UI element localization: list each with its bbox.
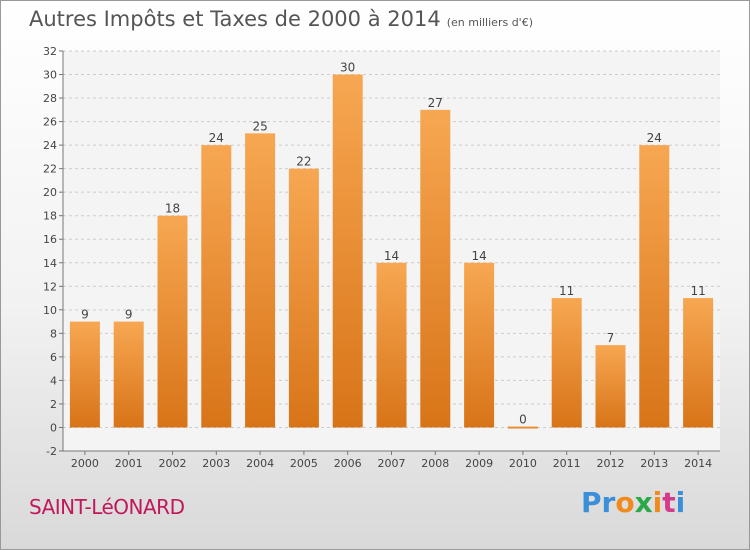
y-tick-label: 26: [43, 116, 57, 129]
y-tick-label: 32: [43, 45, 57, 58]
x-tick-label: 2003: [202, 457, 230, 470]
x-tick-label: 2006: [334, 457, 362, 470]
data-label: 14: [471, 249, 486, 263]
y-tick-label: 4: [50, 374, 57, 387]
place-name: SAINT-LéONARD: [29, 495, 185, 519]
y-tick-label: 12: [43, 280, 57, 293]
data-label: 24: [209, 131, 224, 145]
y-tick-label: 8: [50, 327, 57, 340]
data-label: 25: [252, 119, 267, 133]
y-tick-label: 22: [43, 163, 57, 176]
data-label: 14: [384, 249, 399, 263]
y-tick-label: -2: [46, 445, 57, 458]
x-tick-label: 2002: [159, 457, 187, 470]
x-tick-label: 2004: [246, 457, 274, 470]
chart-title-unit: (en milliers d'€): [446, 16, 533, 29]
logo-letter: P: [581, 486, 602, 519]
data-label: 11: [559, 284, 574, 298]
y-tick-label: 2: [50, 398, 57, 411]
bar: [639, 145, 670, 428]
data-label: 30: [340, 61, 355, 75]
x-tick-label: 2014: [684, 457, 712, 470]
bar: [245, 133, 276, 428]
data-label: 18: [165, 202, 180, 216]
data-label: 9: [81, 308, 89, 322]
bar: [113, 321, 144, 428]
y-tick-label: 6: [50, 351, 57, 364]
bar: [332, 74, 363, 428]
y-tick-label: 18: [43, 210, 57, 223]
proxiti-logo: Proxiti: [581, 486, 685, 519]
x-tick-label: 2007: [378, 457, 406, 470]
logo-letter: i: [652, 486, 663, 519]
bar: [376, 262, 407, 428]
y-tick-label: 16: [43, 233, 57, 246]
bar: [464, 262, 495, 428]
x-tick-label: 2009: [465, 457, 493, 470]
data-label: 22: [296, 155, 311, 169]
bar: [683, 298, 714, 428]
x-tick-label: 2012: [597, 457, 625, 470]
bar: [69, 321, 100, 428]
data-label: 27: [428, 96, 443, 110]
data-label: 24: [647, 131, 662, 145]
x-tick-label: 2000: [71, 457, 99, 470]
logo-letter: r: [601, 486, 616, 519]
data-label: 11: [690, 284, 705, 298]
chart-title: Autres Impôts et Taxes de 2000 à 2014 (en…: [29, 7, 533, 31]
bar: [420, 109, 451, 428]
x-tick-label: 2010: [509, 457, 537, 470]
y-tick-label: 30: [43, 69, 57, 82]
bar: [288, 168, 319, 428]
bar: [595, 345, 626, 428]
logo-letter: i: [675, 486, 686, 519]
x-tick-label: 2011: [553, 457, 581, 470]
y-tick-label: 14: [43, 257, 57, 270]
chart-title-text: Autres Impôts et Taxes de 2000 à 2014: [29, 7, 441, 31]
y-tick-label: 24: [43, 139, 57, 152]
data-label: 0: [519, 412, 527, 426]
x-tick-label: 2001: [115, 457, 143, 470]
logo-letter: x: [634, 486, 653, 519]
logo-letter: t: [662, 486, 676, 519]
y-tick-label: 0: [50, 421, 57, 434]
x-tick-label: 2005: [290, 457, 318, 470]
logo-letter: o: [615, 486, 635, 519]
bar: [157, 215, 188, 428]
data-label: 7: [607, 331, 615, 345]
bar: [507, 426, 538, 429]
bar: [551, 298, 582, 428]
y-tick-label: 28: [43, 92, 57, 105]
bar: [201, 145, 232, 428]
x-tick-label: 2013: [640, 457, 668, 470]
y-tick-label: 20: [43, 186, 57, 199]
y-tick-label: 10: [43, 304, 57, 317]
data-label: 9: [125, 308, 133, 322]
x-tick-label: 2008: [421, 457, 449, 470]
